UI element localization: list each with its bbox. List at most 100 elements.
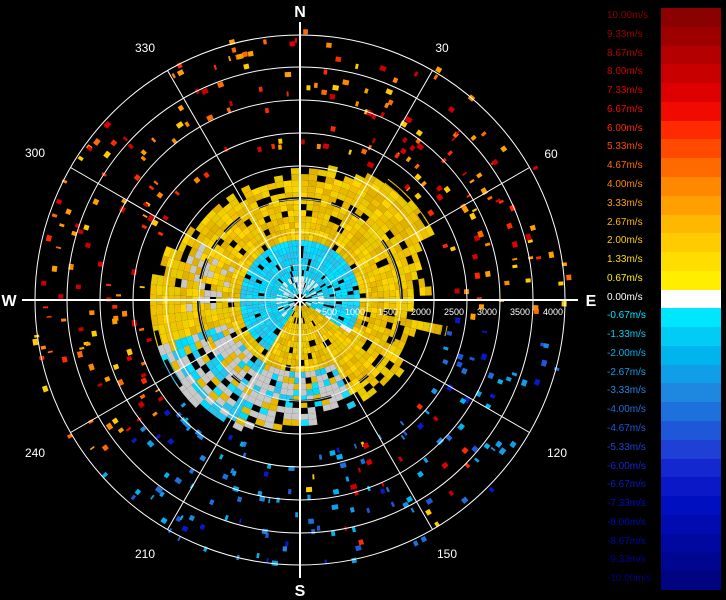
velocity-cell bbox=[410, 319, 419, 329]
velocity-cell bbox=[339, 285, 347, 290]
velocity-cell bbox=[407, 385, 421, 400]
velocity-cell bbox=[309, 321, 315, 328]
colorbar-label: -0.67m/s bbox=[607, 310, 646, 322]
velocity-cell bbox=[286, 389, 294, 396]
velocity-cell bbox=[294, 258, 298, 265]
velocity-cell bbox=[314, 399, 323, 407]
velocity-cell bbox=[362, 360, 372, 370]
velocity-cell bbox=[417, 372, 429, 388]
velocity-cell bbox=[312, 319, 318, 326]
velocity-cell bbox=[296, 288, 299, 295]
velocity-cell bbox=[240, 406, 252, 416]
velocity-cell bbox=[241, 281, 249, 287]
velocity-cell bbox=[218, 318, 226, 326]
velocity-cell bbox=[163, 246, 172, 258]
velocity-cell bbox=[280, 363, 287, 371]
velocity-cell bbox=[341, 252, 349, 260]
velocity-cell bbox=[281, 311, 287, 317]
velocity-cell bbox=[303, 29, 308, 35]
range-label-3000: 3000 bbox=[477, 307, 497, 317]
velocity-cell bbox=[297, 311, 300, 318]
velocity-cell bbox=[302, 252, 307, 259]
velocity-cell bbox=[287, 210, 295, 217]
velocity-cell bbox=[268, 254, 275, 262]
velocity-cell bbox=[205, 276, 213, 285]
velocity-cell bbox=[477, 230, 484, 238]
velocity-cell bbox=[40, 345, 47, 350]
velocity-cell bbox=[200, 179, 215, 193]
velocity-cell bbox=[255, 266, 263, 274]
velocity-cell bbox=[307, 308, 313, 314]
velocity-cell bbox=[32, 338, 39, 346]
velocity-cell bbox=[312, 274, 318, 281]
range-label-3500: 3500 bbox=[510, 307, 530, 317]
velocity-cell bbox=[291, 335, 295, 342]
velocity-cell bbox=[308, 278, 313, 285]
velocity-cell bbox=[234, 288, 241, 294]
velocity-cell bbox=[335, 329, 343, 337]
velocity-cell bbox=[237, 352, 246, 361]
velocity-cell bbox=[280, 310, 286, 315]
velocity-cell bbox=[304, 283, 308, 289]
velocity-cell bbox=[282, 418, 292, 426]
velocity-cell bbox=[377, 188, 389, 199]
velocity-cell bbox=[171, 259, 181, 270]
velocity-cell bbox=[233, 235, 242, 244]
velocity-cell bbox=[339, 324, 347, 331]
velocity-cell bbox=[405, 156, 412, 163]
velocity-cell bbox=[381, 183, 393, 195]
velocity-cell bbox=[304, 292, 310, 297]
velocity-cell bbox=[432, 239, 442, 256]
velocity-cell bbox=[276, 375, 284, 383]
velocity-cell bbox=[181, 355, 191, 366]
east-label: E bbox=[586, 293, 597, 310]
velocity-cell bbox=[310, 292, 317, 296]
velocity-cell bbox=[151, 137, 157, 143]
azimuth-spoke bbox=[70, 317, 270, 433]
velocity-cell bbox=[288, 301, 295, 305]
velocity-cell bbox=[194, 340, 203, 350]
velocity-cell bbox=[256, 552, 260, 559]
velocity-cell bbox=[369, 281, 377, 288]
velocity-cell bbox=[354, 352, 363, 361]
velocity-cell bbox=[297, 282, 300, 289]
velocity-cell bbox=[304, 234, 310, 241]
velocity-cell bbox=[275, 243, 282, 251]
velocity-cell bbox=[317, 300, 324, 303]
colorbar-swatch bbox=[661, 533, 721, 553]
velocity-cell bbox=[293, 389, 300, 396]
velocity-cell bbox=[305, 270, 309, 277]
velocity-cell bbox=[289, 303, 295, 307]
velocity-cell bbox=[308, 307, 315, 312]
velocity-cell bbox=[197, 243, 207, 253]
velocity-cell bbox=[366, 485, 371, 492]
velocity-cell bbox=[333, 270, 340, 277]
velocity-cell bbox=[345, 476, 350, 482]
velocity-cell bbox=[404, 272, 413, 282]
velocity-cell bbox=[312, 235, 319, 243]
velocity-cell bbox=[285, 306, 291, 312]
azimuth-label-150: 150 bbox=[437, 547, 457, 561]
velocity-cell bbox=[304, 310, 309, 317]
velocity-cell bbox=[186, 311, 194, 320]
velocity-cell bbox=[311, 210, 319, 218]
velocity-cell bbox=[292, 304, 297, 311]
velocity-cell bbox=[273, 238, 280, 246]
velocity-cell bbox=[415, 129, 423, 137]
velocity-cell bbox=[404, 183, 410, 190]
velocity-cell bbox=[354, 231, 363, 240]
velocity-cell bbox=[356, 340, 365, 348]
colorbar-label: 10.00m/s bbox=[607, 10, 649, 21]
velocity-cell bbox=[150, 494, 155, 500]
velocity-cell bbox=[205, 229, 215, 240]
colorbar-row: 2.00m/s bbox=[605, 233, 723, 253]
velocity-cell bbox=[301, 276, 304, 283]
velocity-cell bbox=[285, 272, 291, 279]
velocity-cell bbox=[191, 381, 202, 393]
velocity-cell bbox=[360, 458, 366, 465]
velocity-cell bbox=[267, 207, 276, 216]
velocity-cell bbox=[305, 371, 311, 378]
velocity-cell bbox=[338, 249, 346, 257]
velocity-cell bbox=[306, 271, 311, 278]
velocity-cell bbox=[485, 270, 491, 278]
